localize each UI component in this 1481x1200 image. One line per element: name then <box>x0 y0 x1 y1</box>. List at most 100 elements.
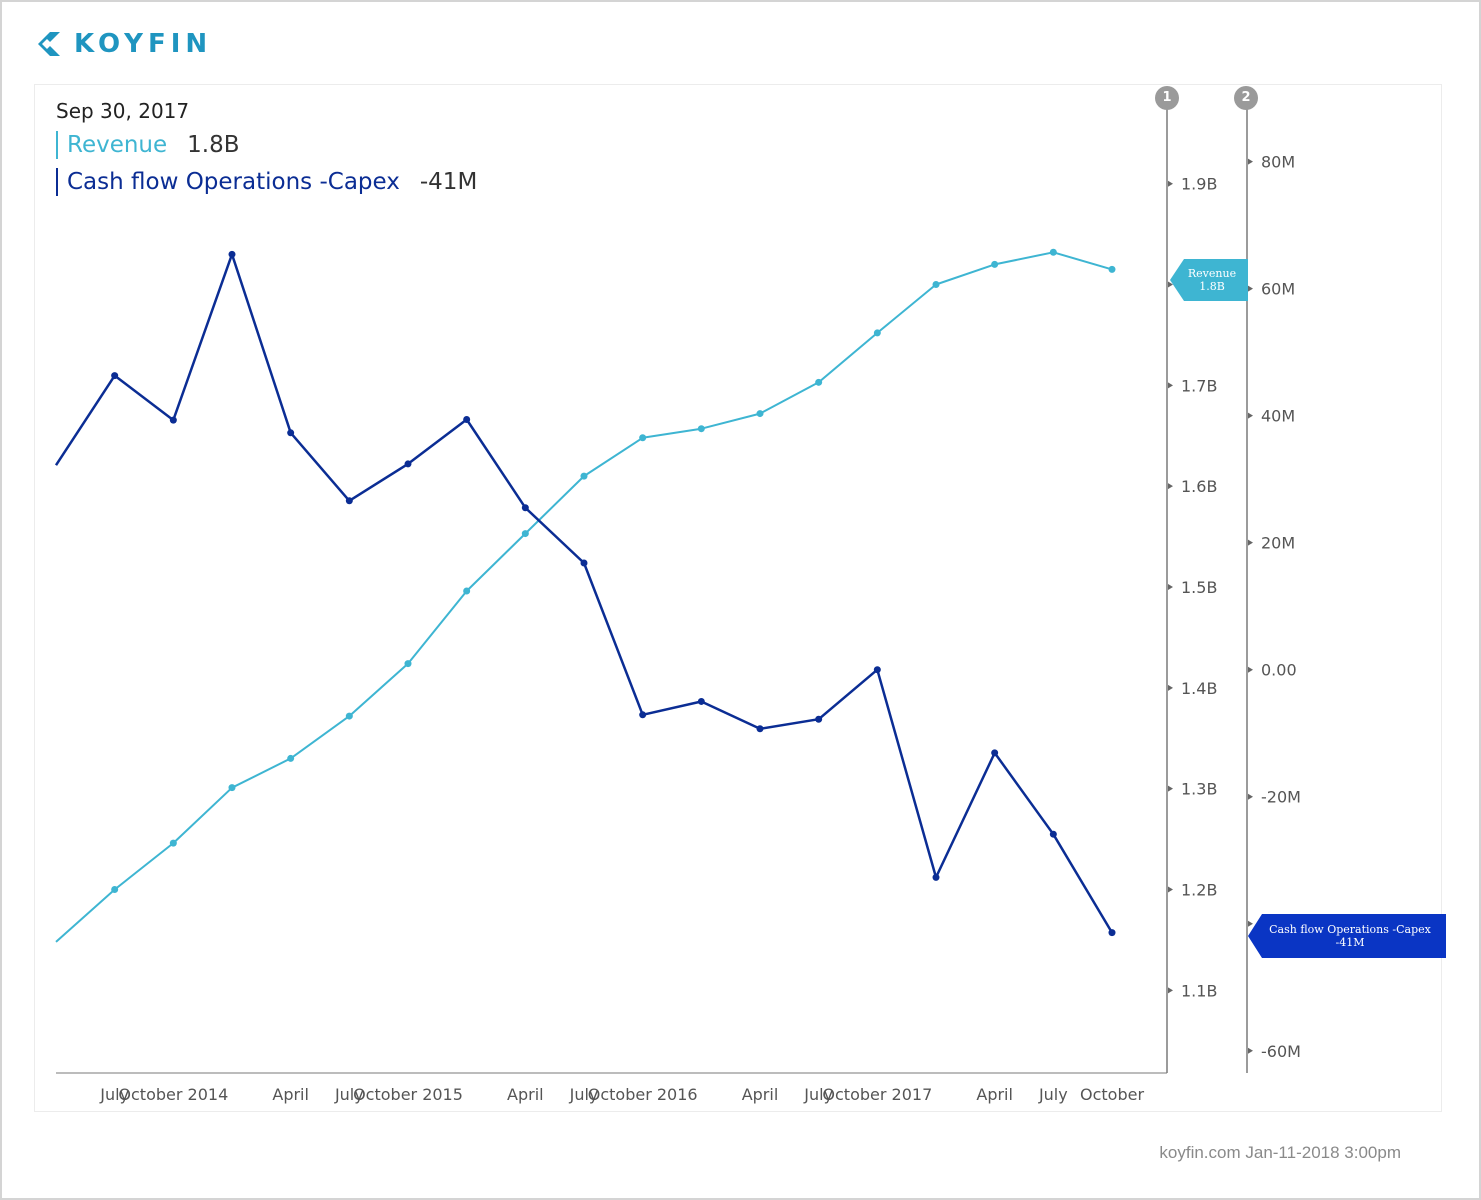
koyfin-logo-icon <box>38 32 60 56</box>
revenue-data-point <box>228 784 236 792</box>
koyfin-logo[interactable]: KOYFIN <box>36 26 212 62</box>
cashflow-data-point <box>463 415 471 423</box>
y-axis-2-tick <box>1248 412 1253 419</box>
cashflow-data-point <box>932 873 940 881</box>
y-axis-2-tick-label: 20M <box>1261 534 1295 553</box>
cashflow-data-point <box>228 250 236 258</box>
y-axis-2-tick <box>1248 793 1253 800</box>
cashflow-flag-label: Cash flow Operations -Capex <box>1269 923 1431 936</box>
cashflow-data-point <box>111 372 119 380</box>
cashflow-data-point <box>404 460 412 468</box>
cashflow-data-point <box>169 416 177 424</box>
y-axis-2-tick-label: 0.00 <box>1261 661 1297 680</box>
cashflow-data-point <box>639 711 647 719</box>
x-axis-tick-label: April <box>272 1085 309 1104</box>
x-axis-tick-label: October 2014 <box>118 1085 228 1104</box>
chart-area <box>34 84 1442 1112</box>
cashflow-data-point <box>1108 929 1116 937</box>
y-axis-1-tick <box>1168 382 1173 389</box>
cashflow-data-point <box>815 715 823 723</box>
legend-cashflow-label: Cash flow Operations -Capex <box>67 168 400 195</box>
x-axis-tick-label: October <box>1080 1085 1144 1104</box>
revenue-data-point <box>287 754 295 762</box>
revenue-flag-label: Revenue <box>1187 267 1237 280</box>
y-axis-1-tick-label: 1.7B <box>1181 376 1217 395</box>
y-axis-2-tick-label: 80M <box>1261 153 1295 172</box>
y-axis-1-tick-label: 1.2B <box>1181 880 1217 899</box>
revenue-data-point <box>697 425 705 433</box>
cashflow-data-point <box>521 504 529 512</box>
y-axis-1-tick <box>1168 684 1173 691</box>
revenue-data-point <box>169 839 177 847</box>
brand-name: KOYFIN <box>74 29 213 59</box>
y-axis-1-tick-label: 1.9B <box>1181 175 1217 194</box>
cashflow-data-point <box>697 697 705 705</box>
axis-1-badge[interactable]: 1 <box>1155 86 1179 110</box>
revenue-data-point <box>1049 248 1057 256</box>
revenue-data-point <box>580 472 588 480</box>
revenue-data-point <box>815 378 823 386</box>
cashflow-series-line <box>54 253 1114 934</box>
x-axis-tick-label: October 2015 <box>353 1085 463 1104</box>
revenue-data-point <box>521 530 529 538</box>
y-axis-2-tick <box>1248 539 1253 546</box>
x-axis-tick-label: July <box>1038 1085 1068 1104</box>
y-axis-2-tick-label: 40M <box>1261 407 1295 426</box>
x-axis-tick-label: April <box>742 1085 779 1104</box>
y-axis-1-tick-label: 1.1B <box>1181 981 1217 1000</box>
cashflow-flag-value: -41M <box>1335 936 1365 949</box>
revenue-data-point <box>345 712 353 720</box>
axis-2-badge[interactable]: 2 <box>1234 86 1258 110</box>
y-axis-1-tick <box>1168 483 1173 490</box>
revenue-flag-value: 1.8B <box>1199 280 1225 293</box>
cashflow-data-point <box>873 666 881 674</box>
revenue-data-point <box>932 281 940 289</box>
cashflow-data-point <box>1049 830 1057 838</box>
revenue-data-point <box>756 410 764 418</box>
x-axis-tick-label: October 2017 <box>822 1085 932 1104</box>
y-axis-2-tick <box>1248 666 1253 673</box>
revenue-data-point <box>991 260 999 268</box>
legend-revenue-label: Revenue <box>67 131 168 158</box>
x-axis-tick-label: July <box>803 1085 833 1104</box>
y-axis-2-tick-label: -20M <box>1261 788 1301 807</box>
x-axis-tick-label: July <box>99 1085 129 1104</box>
cashflow-swatch <box>56 167 58 196</box>
revenue-last-value-flag: Revenue 1.8B <box>1170 259 1248 301</box>
y-axis-1-tick <box>1168 785 1173 792</box>
revenue-swatch <box>56 130 58 159</box>
y-axis-2-tick <box>1248 920 1253 927</box>
y-axis-2-tick-label: 60M <box>1261 280 1295 299</box>
y-axis-1-tick-label: 1.3B <box>1181 780 1217 799</box>
y-axis-2-tick <box>1248 285 1253 292</box>
revenue-data-point <box>463 587 471 595</box>
legend-revenue[interactable]: Revenue 1.8B <box>56 126 477 163</box>
legend-date: Sep 30, 2017 <box>56 99 190 123</box>
y-axis-1-tick <box>1168 987 1173 994</box>
y-axis-1-tick <box>1168 584 1173 591</box>
y-axis-2-tick-label: -60M <box>1261 1042 1301 1061</box>
x-axis-tick-label: April <box>507 1085 544 1104</box>
x-axis-tick-label: October 2016 <box>588 1085 698 1104</box>
cashflow-data-point <box>991 749 999 757</box>
revenue-data-point <box>1108 265 1116 273</box>
x-axis-tick-label: July <box>569 1085 599 1104</box>
y-axis-2-tick <box>1248 158 1253 165</box>
chart-legend: Sep 30, 2017 Revenue 1.8B Cash flow Oper… <box>56 96 477 200</box>
cashflow-data-point <box>345 497 353 505</box>
y-axis-1-tick <box>1168 886 1173 893</box>
cashflow-data-point <box>287 429 295 437</box>
y-axis-1-tick <box>1168 281 1173 288</box>
footer-timestamp: koyfin.com Jan-11-2018 3:00pm <box>1159 1143 1401 1162</box>
y-axis-1-tick-label: 1.4B <box>1181 679 1217 698</box>
y-axis-1-tick <box>1168 180 1173 187</box>
legend-cashflow-value: -41M <box>419 168 478 195</box>
y-axis-2-tick <box>1248 1047 1253 1054</box>
x-axis-tick-label: April <box>976 1085 1013 1104</box>
legend-cashflow[interactable]: Cash flow Operations -Capex -41M <box>56 163 477 200</box>
legend-revenue-value: 1.8B <box>187 131 240 158</box>
cashflow-last-value-flag: Cash flow Operations -Capex -41M <box>1248 914 1446 958</box>
revenue-data-point <box>404 660 412 668</box>
